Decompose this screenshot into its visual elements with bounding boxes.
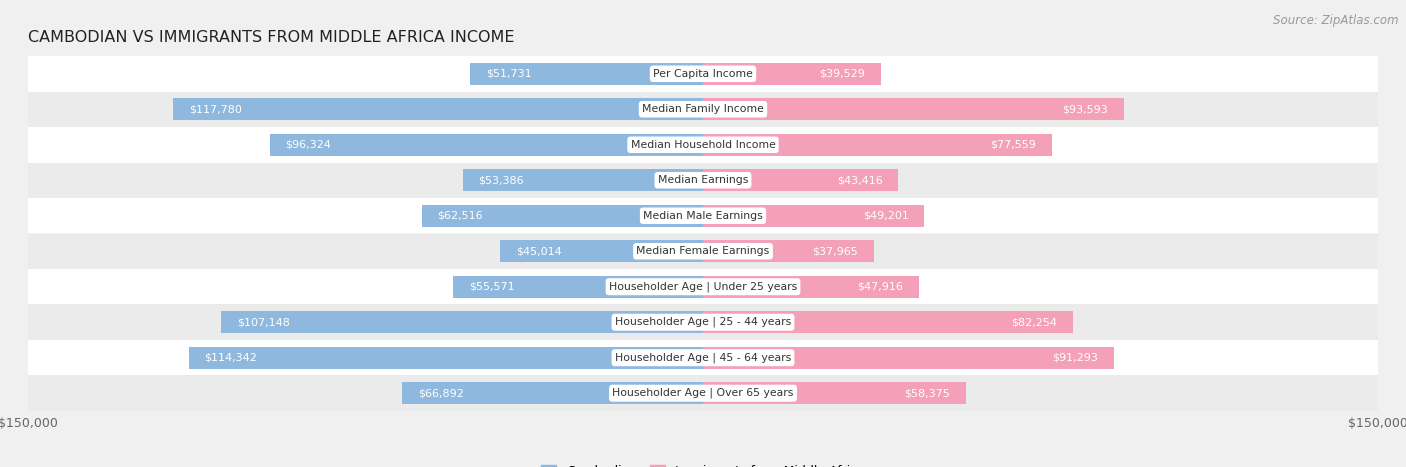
Bar [703,347,1114,369]
Text: $43,416: $43,416 [837,175,883,185]
Bar [703,240,873,262]
Bar [28,234,1378,269]
Bar [703,205,924,227]
Text: $58,375: $58,375 [904,388,950,398]
Bar [270,134,703,156]
Text: $96,324: $96,324 [285,140,332,150]
Bar [703,98,1123,120]
Text: CAMBODIAN VS IMMIGRANTS FROM MIDDLE AFRICA INCOME: CAMBODIAN VS IMMIGRANTS FROM MIDDLE AFRI… [28,30,515,45]
Text: Median Family Income: Median Family Income [643,104,763,114]
Text: $82,254: $82,254 [1011,317,1057,327]
Text: $51,731: $51,731 [486,69,531,79]
Text: Source: ZipAtlas.com: Source: ZipAtlas.com [1274,14,1399,27]
Text: Median Household Income: Median Household Income [630,140,776,150]
Bar [501,240,703,262]
Bar [221,311,703,333]
Text: Per Capita Income: Per Capita Income [652,69,754,79]
Text: $49,201: $49,201 [863,211,908,221]
Bar [470,63,703,85]
Bar [28,56,1378,92]
Text: $107,148: $107,148 [236,317,290,327]
Text: $114,342: $114,342 [204,353,257,363]
Bar [28,163,1378,198]
Text: Householder Age | 25 - 44 years: Householder Age | 25 - 44 years [614,317,792,327]
Text: Householder Age | 45 - 64 years: Householder Age | 45 - 64 years [614,353,792,363]
Text: $66,892: $66,892 [418,388,464,398]
Bar [28,127,1378,163]
Text: $77,559: $77,559 [990,140,1036,150]
Text: Median Female Earnings: Median Female Earnings [637,246,769,256]
Bar [703,311,1073,333]
Text: $55,571: $55,571 [468,282,515,292]
Text: $45,014: $45,014 [516,246,562,256]
Bar [402,382,703,404]
Bar [28,269,1378,304]
Text: Householder Age | Over 65 years: Householder Age | Over 65 years [612,388,794,398]
Bar [463,169,703,191]
Bar [703,382,966,404]
Bar [28,375,1378,411]
Text: $53,386: $53,386 [478,175,524,185]
Bar [422,205,703,227]
Bar [703,63,880,85]
Bar [173,98,703,120]
Bar [703,276,918,298]
Bar [703,134,1052,156]
Bar [703,169,898,191]
Bar [28,304,1378,340]
Text: $37,965: $37,965 [813,246,858,256]
Bar [28,92,1378,127]
Legend: Cambodian, Immigrants from Middle Africa: Cambodian, Immigrants from Middle Africa [536,460,870,467]
Text: $117,780: $117,780 [188,104,242,114]
Bar [188,347,703,369]
Text: $93,593: $93,593 [1063,104,1108,114]
Bar [28,340,1378,375]
Text: $62,516: $62,516 [437,211,484,221]
Text: $39,529: $39,529 [820,69,865,79]
Text: Median Male Earnings: Median Male Earnings [643,211,763,221]
Text: $91,293: $91,293 [1052,353,1098,363]
Text: Householder Age | Under 25 years: Householder Age | Under 25 years [609,282,797,292]
Text: $47,916: $47,916 [858,282,903,292]
Bar [453,276,703,298]
Text: Median Earnings: Median Earnings [658,175,748,185]
Bar [28,198,1378,234]
